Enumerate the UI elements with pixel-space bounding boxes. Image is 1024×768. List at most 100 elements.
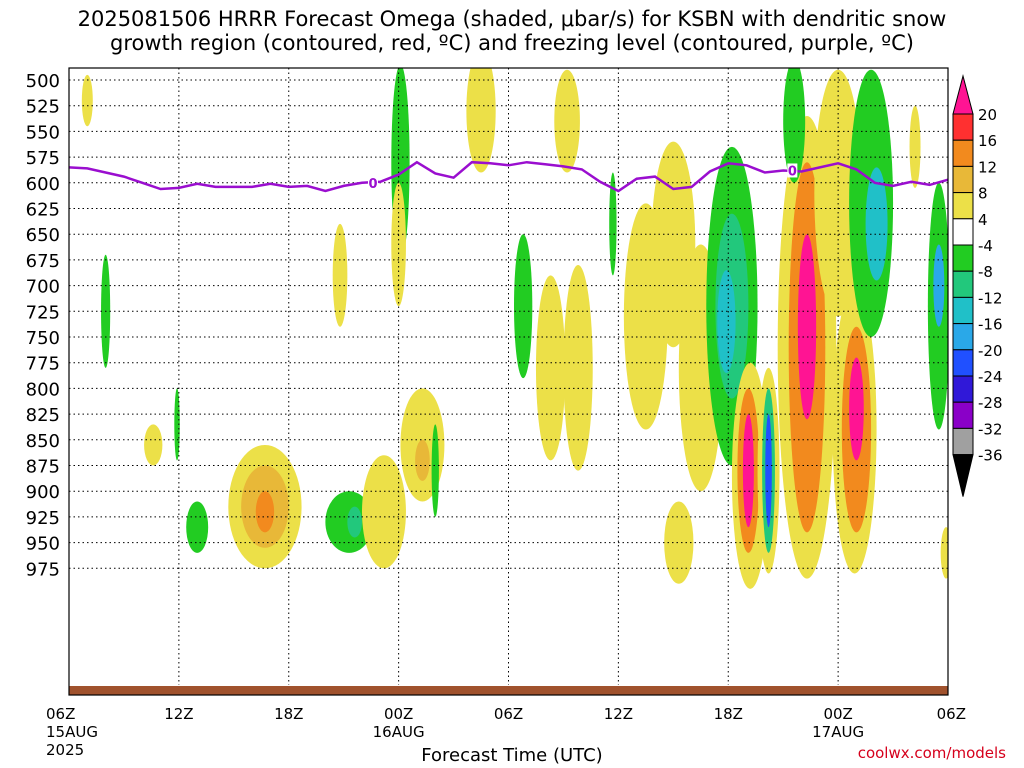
omega-region [81,74,93,127]
omega-region [563,265,593,471]
ground-fill [69,686,948,695]
colorbar-arrow-bottom [952,454,974,497]
omega-region [797,234,817,420]
omega-region [940,527,948,579]
colorbar-label: 20 [978,106,997,124]
colorbar-label: 12 [978,158,997,176]
freezing-level-line [68,160,949,193]
x-tick-label: 06Z [937,705,966,723]
freezing-label-bg [787,163,798,178]
x-tick-label: 18Z [714,705,743,723]
x-tick-label: 06Z [494,705,523,723]
omega-region [332,223,348,327]
y-tick-label: 925 [26,508,60,529]
colorbar-label: -24 [978,368,1003,386]
colorbar-band [952,427,974,456]
y-tick-label: 900 [26,482,60,503]
omega-region [255,491,275,533]
freezing-level-label: 0 [368,177,377,192]
omega-region [742,414,754,528]
colorbar-band [952,349,974,377]
colorbar-label: -12 [978,289,1003,307]
omega-shading [81,68,948,589]
x-tick-date: 15AUG [46,723,98,741]
colorbar-band [952,270,974,298]
colorbar-arrow-top [952,74,974,115]
omega-region [765,414,772,528]
omega-region [909,105,921,188]
colorbar-band [952,165,974,194]
x-tick-label: 00Z [823,705,852,723]
axes: 500 525 550 575 600 625 650 675 700 725 750 775 800 8… [26,67,966,759]
colorbar-band [952,244,974,272]
colorbar-band [952,139,974,167]
omega-region [717,270,736,373]
omega-region [535,275,566,461]
y-tick-label: 750 [26,328,60,349]
colorbar-label: -16 [978,316,1003,334]
x-tick-date: 16AUG [373,723,425,741]
omega-region [513,234,533,379]
omega-region [144,424,163,466]
omega-region [849,357,864,461]
colorbar-label: -8 [978,263,993,281]
x-tick-label: 00Z [384,705,413,723]
colorbar-label: -28 [978,394,1003,412]
x-tick-label: 12Z [604,705,633,723]
colorbar-band [952,218,974,246]
omega-region [664,501,694,584]
omega-region [415,439,430,481]
y-tick-label: 675 [26,251,60,272]
omega-region [186,501,209,553]
y-tick-label: 700 [26,277,60,298]
chart-title-line1: 2025081506 HRRR Forecast Omega (shaded, … [77,7,947,31]
colorbar-band [952,375,974,403]
chart-title-line2: growth region (contoured, red, ºC) and f… [110,31,914,55]
x-tick-year: 2025 [46,741,84,759]
y-tick-label: 800 [26,379,60,400]
colorbar-band [952,113,974,141]
x-tick-label: 12Z [164,705,193,723]
ground-strip [69,686,948,695]
y-tick-label: 500 [26,71,60,92]
omega-region [431,424,439,517]
colorbar-label: -36 [978,447,1003,465]
colorbar-label: 8 [978,185,988,203]
colorbar-label: -4 [978,237,993,255]
omega-region [609,172,617,276]
colorbar-band [952,192,974,220]
x-tick-date: 17AUG [812,723,864,741]
y-tick-label: 600 [26,174,60,195]
colorbar-band [952,323,974,351]
y-tick-label: 725 [26,302,60,323]
freezing-level-label: 0 [788,164,797,179]
colorbar-label: 4 [978,211,988,229]
colorbar-band [952,401,974,429]
y-tick-label: 875 [26,457,60,478]
omega-region [783,68,806,183]
colorbar-label: -20 [978,342,1003,360]
freezing-label-bg [367,175,378,190]
omega-region [865,167,888,281]
x-tick-label: 06Z [46,705,75,723]
y-tick-label: 950 [26,534,60,555]
colorbar-label: 16 [978,132,997,150]
omega-region [554,69,580,173]
y-tick-label: 775 [26,354,60,375]
y-tick-label: 825 [26,405,60,426]
colorbar-label: -32 [978,420,1003,438]
plot-frame [68,67,949,696]
y-tick-label: 650 [26,225,60,246]
x-tick-label: 18Z [274,705,303,723]
colorbar: 20 16 12 8 4 -4 -8 -12 -16 -20 -24 -28 -32 -36 [952,74,1003,497]
y-tick-label: 850 [26,431,60,452]
y-tick-label: 525 [26,97,60,118]
freezing-level-contour: 00 [68,160,949,193]
y-tick-label: 550 [26,122,60,143]
y-tick-label: 975 [26,559,60,580]
y-tick-label: 625 [26,200,60,221]
colorbar-band [952,296,974,325]
source-credit: coolwx.com/models [857,744,1006,762]
x-axis-label: Forecast Time (UTC) [421,745,603,766]
